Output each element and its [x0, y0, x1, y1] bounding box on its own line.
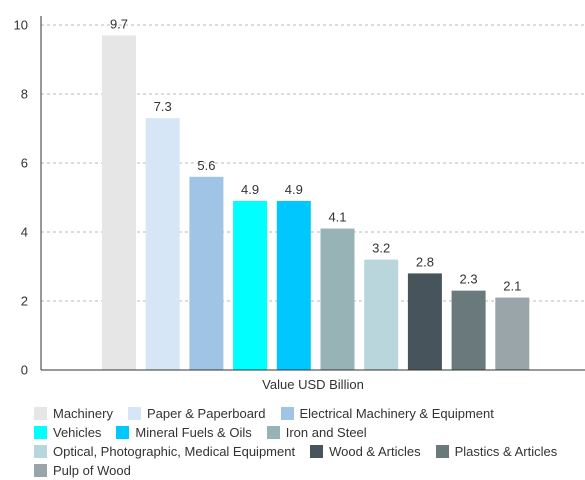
y-tick-label: 4 — [21, 225, 28, 240]
y-axis-ticks: 0 2 4 6 8 10 — [14, 18, 28, 378]
data-label: 5.6 — [197, 158, 215, 173]
bars — [102, 35, 530, 371]
data-labels: 9.7 7.3 5.6 4.9 4.9 4.1 3.2 2.8 2.3 2.1 — [110, 16, 521, 293]
data-label: 4.9 — [241, 182, 259, 197]
bar — [320, 228, 355, 370]
legend-swatch — [34, 464, 47, 477]
legend-label: Electrical Machinery & Equipment — [299, 406, 494, 421]
bar-chart: 0 2 4 6 8 10 9.7 7.3 5.6 4.9 4.9 4.1 3.2 2.8 2.3 2.1 V… — [14, 16, 585, 392]
legend-item: Wood & Articles — [310, 444, 421, 459]
data-label: 4.1 — [328, 210, 346, 225]
data-label: 2.8 — [416, 254, 434, 269]
legend-item: Electrical Machinery & Equipment — [280, 406, 494, 421]
legend-item: Optical, Photographic, Medical Equipment — [34, 444, 295, 459]
data-label: 3.2 — [372, 241, 390, 256]
legend-label: Plastics & Articles — [454, 444, 558, 459]
y-tick-label: 8 — [21, 87, 28, 102]
legend-item: Paper & Paperboard — [127, 406, 266, 421]
data-label: 9.7 — [110, 16, 128, 31]
legend-item: Plastics & Articles — [435, 444, 558, 459]
legend-item: Mineral Fuels & Oils — [116, 425, 252, 440]
legend-label: Paper & Paperboard — [146, 406, 266, 421]
legend: Machinery Paper & Paperboard Electrical Ma… — [34, 406, 579, 478]
y-tick-label: 10 — [14, 18, 28, 33]
bar — [189, 176, 224, 370]
bar — [451, 290, 486, 370]
legend-item: Machinery — [34, 406, 113, 421]
legend-item: Pulp of Wood — [34, 463, 131, 478]
legend-label: Mineral Fuels & Oils — [135, 425, 252, 440]
y-tick-label: 0 — [21, 363, 28, 378]
y-tick-label: 6 — [21, 156, 28, 171]
legend-swatch — [280, 407, 294, 420]
legend-label: Pulp of Wood — [53, 463, 131, 478]
legend-label: Vehicles — [53, 425, 102, 440]
bar — [407, 273, 442, 370]
legend-label: Wood & Articles — [329, 444, 421, 459]
y-tick-label: 2 — [21, 294, 28, 309]
legend-swatch — [266, 426, 280, 439]
legend-swatch — [34, 407, 47, 420]
bar — [145, 118, 180, 371]
legend-label: Iron and Steel — [285, 425, 367, 440]
legend-label: Optical, Photographic, Medical Equipment — [53, 444, 296, 459]
bar — [495, 297, 530, 370]
data-label: 7.3 — [154, 99, 172, 114]
legend-label: Machinery — [53, 406, 113, 421]
data-label: 2.1 — [503, 279, 521, 294]
legend-swatch — [435, 445, 449, 458]
bar — [233, 200, 268, 370]
data-label: 4.9 — [285, 182, 303, 197]
bar — [364, 259, 399, 370]
legend-swatch — [127, 407, 141, 420]
legend-item: Iron and Steel — [266, 425, 367, 440]
bar — [102, 35, 136, 370]
legend-swatch — [116, 426, 130, 439]
bar — [276, 200, 311, 370]
legend-swatch — [34, 445, 47, 458]
legend-item: Vehicles — [34, 425, 101, 440]
x-axis-title: Value USD Billion — [262, 377, 364, 392]
legend-swatch — [34, 426, 47, 439]
legend-swatch — [310, 445, 324, 458]
data-label: 2.3 — [460, 272, 478, 287]
